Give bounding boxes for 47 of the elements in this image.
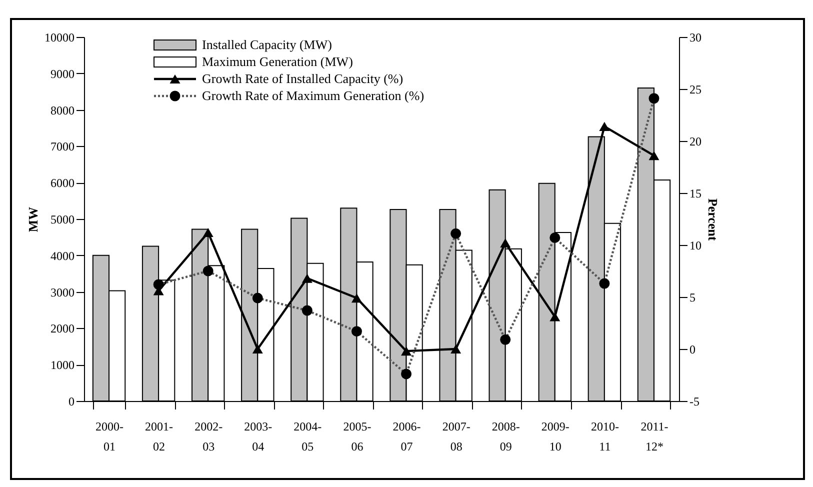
legend-label: Maximum Generation (MW) [202,54,353,69]
x-tick-label: 2001- 02 [145,420,174,454]
point [401,346,412,356]
x-tick-label: 2011- 12* [640,420,668,454]
y2-tick-label: 10 [690,238,702,252]
point [550,312,560,322]
y2-tick-label: 20 [690,134,702,148]
point [599,122,610,131]
y-tick-label: 10000 [44,30,74,44]
y2-tick-label: 25 [690,82,702,96]
y2-tick-label: 30 [690,30,702,44]
x-tick-label: 2008- 09 [492,420,520,454]
y-tick-label: 7000 [50,140,74,154]
x-tick-label: 2009- 10 [541,420,570,454]
x-tick-label: 2007- 08 [442,420,470,454]
y2-tick-label: 15 [690,186,702,200]
point [450,344,462,354]
y2-tick-label: -5 [690,394,700,408]
y-tick-label: 2000 [50,322,74,336]
x-tick-label: 2000- 01 [96,420,124,454]
y-tick-label: 8000 [50,103,74,118]
x-tick-label: 2002- 03 [194,420,223,454]
y2-tick-label: 0 [690,342,696,356]
y-tick-label: 9000 [50,66,74,81]
point [252,344,263,354]
y-axis-title: MW [26,206,40,232]
x-tick-label: 2005- 06 [343,420,372,454]
point [648,151,660,160]
x-tick-label: 2006- 07 [392,420,421,454]
y-tick-label: 6000 [50,176,74,190]
x-tick-label: 2003- 04 [244,420,272,454]
x-tick-label: 2010- 11 [590,420,619,454]
y-tick-label: 0 [68,394,74,408]
point [500,238,511,248]
point [202,228,214,238]
y-tick-label: 5000 [50,212,74,226]
y-tick-label: 3000 [50,285,74,300]
x-tick-label: 2004- 05 [294,420,322,454]
y2-axis-title: Percent [706,198,720,242]
legend-label: Growth Rate of Installed Capacity (%) [202,71,404,86]
legend-label: Growth Rate of Maximum Generation (%) [202,88,424,103]
point [351,294,362,303]
y-tick-label: 1000 [50,358,74,372]
y-tick-label: 4000 [50,248,74,263]
y2-tick-label: 5 [690,290,696,304]
point [302,274,312,283]
legend-label: Installed Capacity (MW) [202,37,332,52]
